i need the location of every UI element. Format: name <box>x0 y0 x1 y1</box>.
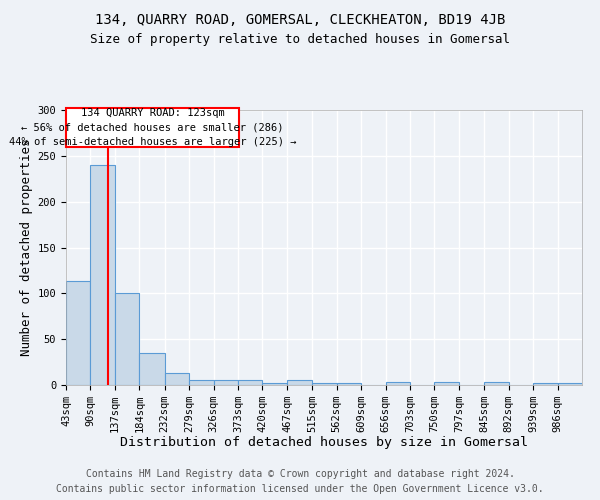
Bar <box>115 294 139 385</box>
Y-axis label: Number of detached properties: Number of detached properties <box>20 138 34 356</box>
Bar <box>238 380 262 385</box>
Text: Contains public sector information licensed under the Open Government Licence v3: Contains public sector information licen… <box>56 484 544 494</box>
Text: Distribution of detached houses by size in Gomersal: Distribution of detached houses by size … <box>120 436 528 449</box>
Bar <box>484 382 509 385</box>
Bar <box>557 383 582 385</box>
Bar <box>386 382 410 385</box>
Bar <box>434 382 459 385</box>
Bar <box>91 165 115 385</box>
Text: 134 QUARRY ROAD: 123sqm
← 56% of detached houses are smaller (286)
44% of semi-d: 134 QUARRY ROAD: 123sqm ← 56% of detache… <box>9 108 296 147</box>
Bar <box>312 383 337 385</box>
Bar <box>533 383 557 385</box>
Bar <box>214 380 238 385</box>
Bar <box>287 380 312 385</box>
Bar <box>66 282 91 385</box>
FancyBboxPatch shape <box>66 108 239 146</box>
Bar <box>189 380 214 385</box>
Text: Contains HM Land Registry data © Crown copyright and database right 2024.: Contains HM Land Registry data © Crown c… <box>86 469 514 479</box>
Bar <box>262 383 287 385</box>
Text: 134, QUARRY ROAD, GOMERSAL, CLECKHEATON, BD19 4JB: 134, QUARRY ROAD, GOMERSAL, CLECKHEATON,… <box>95 12 505 26</box>
Text: Size of property relative to detached houses in Gomersal: Size of property relative to detached ho… <box>90 32 510 46</box>
Bar <box>164 373 189 385</box>
Bar <box>139 353 164 385</box>
Bar <box>337 383 361 385</box>
